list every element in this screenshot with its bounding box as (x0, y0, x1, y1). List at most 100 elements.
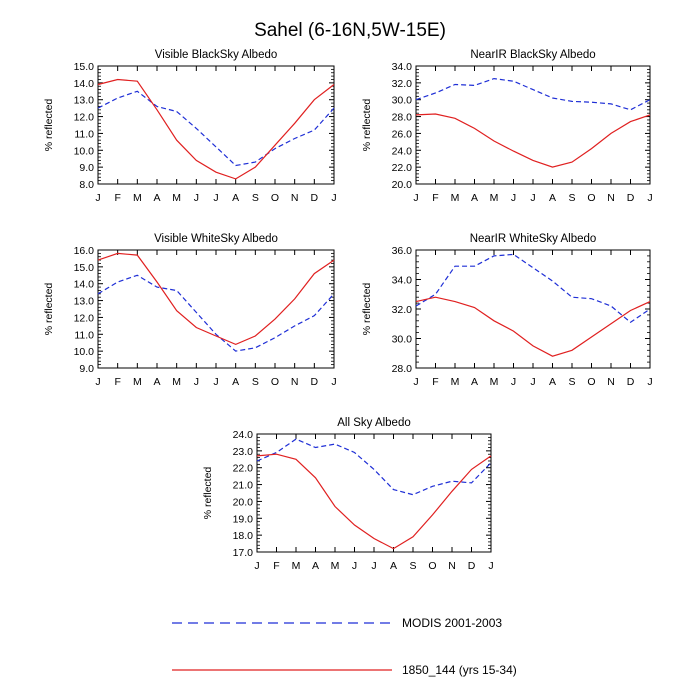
x-tick-label: M (172, 376, 181, 388)
x-tick-label: M (133, 376, 142, 388)
x-tick-label: D (627, 376, 635, 388)
x-tick-label: J (647, 192, 652, 204)
x-tick-label: M (490, 192, 499, 204)
x-tick-label: F (432, 192, 438, 204)
x-tick-label: J (647, 376, 652, 388)
x-tick-label: J (331, 192, 336, 204)
y-tick-label: 30.0 (392, 95, 413, 107)
series-line-model (97, 78, 335, 180)
x-tick-label: A (153, 376, 160, 388)
y-tick-label: 34.0 (392, 275, 413, 287)
x-tick-label: J (511, 376, 516, 388)
y-tick-label: 32.0 (392, 304, 413, 316)
y-tick-label: 21.0 (233, 480, 254, 492)
y-axis-label: % reflected (202, 467, 214, 520)
x-tick-label: S (252, 192, 259, 204)
legend: MODIS 2001-2003 1850_144 (yrs 15-34) (172, 616, 517, 677)
x-tick-label: D (468, 560, 476, 572)
plot-frame (97, 249, 335, 369)
series-line-modis (97, 274, 335, 352)
x-tick-label: A (232, 192, 239, 204)
y-tick-label: 24.0 (392, 145, 413, 157)
panel-title: Visible BlackSky Albedo (155, 49, 278, 61)
x-tick-label: J (194, 376, 199, 388)
y-tick-label: 11.0 (74, 329, 94, 341)
x-tick-label: M (133, 192, 142, 204)
y-tick-label: 24.0 (233, 429, 254, 441)
x-tick-label: F (114, 376, 120, 388)
y-tick-label: 26.0 (392, 128, 413, 140)
x-tick-label: O (428, 560, 436, 572)
panel-title: Visible WhiteSky Albedo (154, 233, 278, 245)
x-tick-label: N (607, 376, 615, 388)
x-tick-label: F (114, 192, 120, 204)
y-tick-label: 14.0 (74, 78, 95, 90)
y-tick-label: 9.0 (79, 363, 94, 375)
chart-panel-1: Visible BlackSky Albedo 8.0 9.0 10.0 11.0 12.… (43, 49, 337, 204)
figure-title: Sahel (6-16N,5W-15E) (254, 20, 446, 41)
x-tick-label: M (451, 376, 460, 388)
series-line-model (415, 113, 651, 168)
x-tick-label: J (352, 560, 357, 572)
series-line-model (415, 296, 651, 357)
x-tick-label: A (471, 192, 478, 204)
y-tick-label: 15.0 (74, 61, 95, 73)
series-line-model (97, 252, 335, 346)
x-tick-label: J (213, 192, 218, 204)
x-tick-label: J (371, 560, 376, 572)
x-tick-label: A (153, 192, 160, 204)
series-line-model (256, 453, 492, 550)
y-tick-label: 14.0 (74, 279, 95, 291)
x-tick-label: O (587, 376, 595, 388)
y-axis-label: % reflected (361, 283, 373, 336)
series-line-modis (415, 77, 651, 111)
y-tick-label: 22.0 (233, 463, 254, 475)
y-tick-label: 36.0 (392, 245, 413, 257)
x-tick-label: M (451, 192, 460, 204)
x-tick-label: N (291, 376, 299, 388)
y-tick-label: 34.0 (392, 61, 413, 73)
series-line-modis (97, 90, 335, 167)
x-tick-label: J (254, 560, 259, 572)
x-tick-label: J (530, 376, 535, 388)
y-tick-label: 28.0 (392, 363, 413, 375)
y-tick-label: 18.0 (233, 530, 254, 542)
y-tick-label: 10.0 (74, 145, 95, 157)
chart-panel-4: NearIR WhiteSky Albedo 28.0 30.0 32.0 34.0 36… (361, 233, 653, 388)
series-line-modis (256, 438, 492, 496)
y-axis-label: % reflected (43, 99, 55, 152)
x-tick-label: D (311, 376, 319, 388)
x-tick-label: F (432, 376, 438, 388)
x-tick-label: O (587, 192, 595, 204)
y-tick-label: 23.0 (233, 446, 254, 458)
y-tick-label: 20.0 (392, 179, 413, 191)
x-tick-label: N (607, 192, 615, 204)
panel-title: All Sky Albedo (337, 417, 411, 429)
y-tick-label: 16.0 (74, 245, 95, 257)
y-tick-label: 13.0 (74, 296, 95, 308)
y-axis-label: % reflected (43, 283, 55, 336)
x-tick-label: J (95, 192, 100, 204)
y-tick-label: 10.0 (74, 346, 95, 358)
y-tick-label: 30.0 (392, 334, 413, 346)
y-tick-label: 22.0 (392, 162, 413, 174)
x-tick-label: N (448, 560, 456, 572)
x-tick-label: S (568, 192, 575, 204)
x-tick-label: N (291, 192, 299, 204)
x-tick-label: A (549, 192, 556, 204)
y-tick-label: 11.0 (74, 128, 94, 140)
chart-panel-2: NearIR BlackSky Albedo 20.0 22.0 24.0 26.0 28… (361, 49, 653, 204)
x-tick-label: M (490, 376, 499, 388)
x-tick-label: A (471, 376, 478, 388)
y-tick-label: 8.0 (79, 179, 94, 191)
series-line-modis (415, 253, 651, 324)
x-tick-label: F (273, 560, 279, 572)
x-tick-label: J (413, 192, 418, 204)
chart-panel-3: Visible WhiteSky Albedo 9.0 10.0 11.0 12.0 13… (43, 233, 337, 388)
chart-panel-5: All Sky Albedo 17.0 18.0 19.0 20.0 21.0 22.0 23… (202, 417, 494, 572)
x-tick-label: S (409, 560, 416, 572)
x-tick-label: J (213, 376, 218, 388)
legend-label-modis: MODIS 2001-2003 (402, 616, 502, 630)
x-tick-label: S (568, 376, 575, 388)
chart-panels: Visible BlackSky Albedo 8.0 9.0 10.0 11.0 12.… (43, 49, 653, 572)
